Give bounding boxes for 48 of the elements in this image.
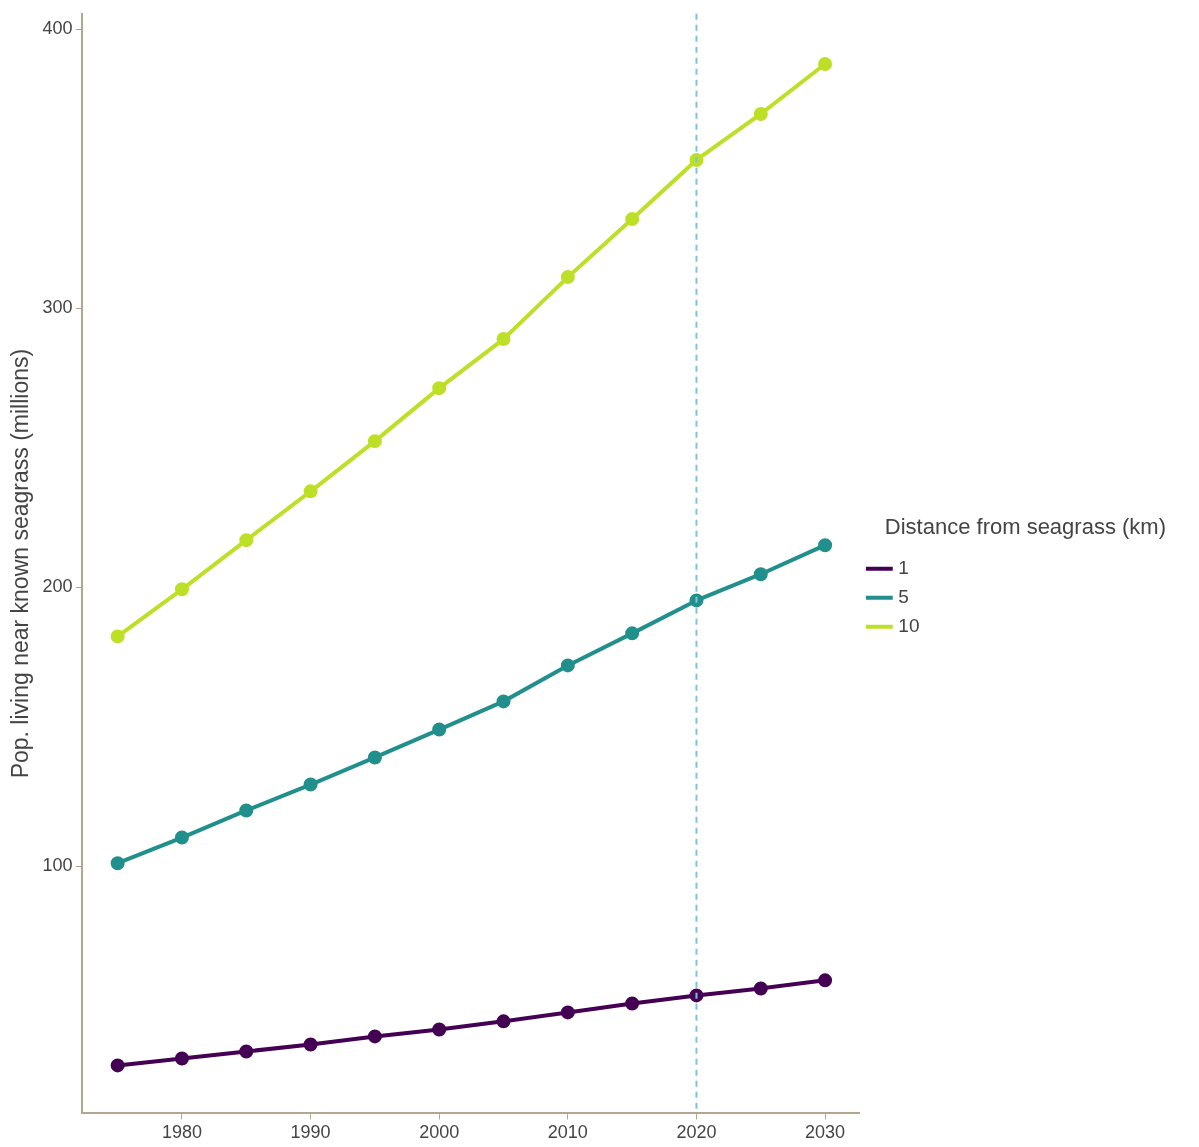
- y-tick-label: 200: [42, 576, 73, 597]
- point: [560, 658, 575, 673]
- y-tick-label: 400: [42, 18, 73, 39]
- legend-label: 1: [898, 556, 909, 578]
- x-tick-label: 2030: [805, 1122, 846, 1143]
- point: [560, 1005, 575, 1020]
- point: [367, 434, 382, 449]
- point: [753, 106, 768, 121]
- point: [753, 567, 768, 582]
- point: [110, 1058, 125, 1073]
- legend-title: Distance from seagrass (km): [884, 513, 1167, 539]
- point: [239, 1044, 254, 1059]
- point: [239, 533, 254, 548]
- x-tick-label: 2020: [676, 1122, 717, 1143]
- legend-label: 10: [898, 614, 920, 636]
- point: [496, 332, 511, 347]
- x-tick-label: 2010: [547, 1122, 588, 1143]
- point: [818, 538, 833, 553]
- point: [625, 996, 640, 1011]
- y-tick-label: 300: [42, 297, 73, 318]
- y-axis-title: Pop. living near known seagrass (millions): [7, 348, 34, 779]
- point: [367, 1029, 382, 1044]
- point: [303, 484, 318, 499]
- x-tick-label: 1990: [290, 1122, 331, 1143]
- point: [303, 777, 318, 792]
- point: [496, 694, 511, 709]
- point: [174, 582, 189, 597]
- point: [560, 270, 575, 285]
- point: [174, 1051, 189, 1066]
- y-tick-label: 100: [42, 855, 73, 876]
- point: [496, 1014, 511, 1029]
- legend-label: 5: [898, 585, 909, 607]
- point: [818, 57, 833, 72]
- point: [432, 1022, 447, 1037]
- point: [110, 856, 125, 871]
- point: [367, 750, 382, 765]
- point: [432, 722, 447, 737]
- x-tick-label: 2000: [419, 1122, 460, 1143]
- point: [625, 212, 640, 227]
- point: [625, 626, 640, 641]
- point: [110, 629, 125, 644]
- point: [753, 981, 768, 996]
- x-tick-label: 1980: [161, 1122, 202, 1143]
- point: [239, 803, 254, 818]
- point: [174, 830, 189, 845]
- point: [818, 973, 833, 988]
- point: [303, 1037, 318, 1052]
- point: [432, 381, 447, 396]
